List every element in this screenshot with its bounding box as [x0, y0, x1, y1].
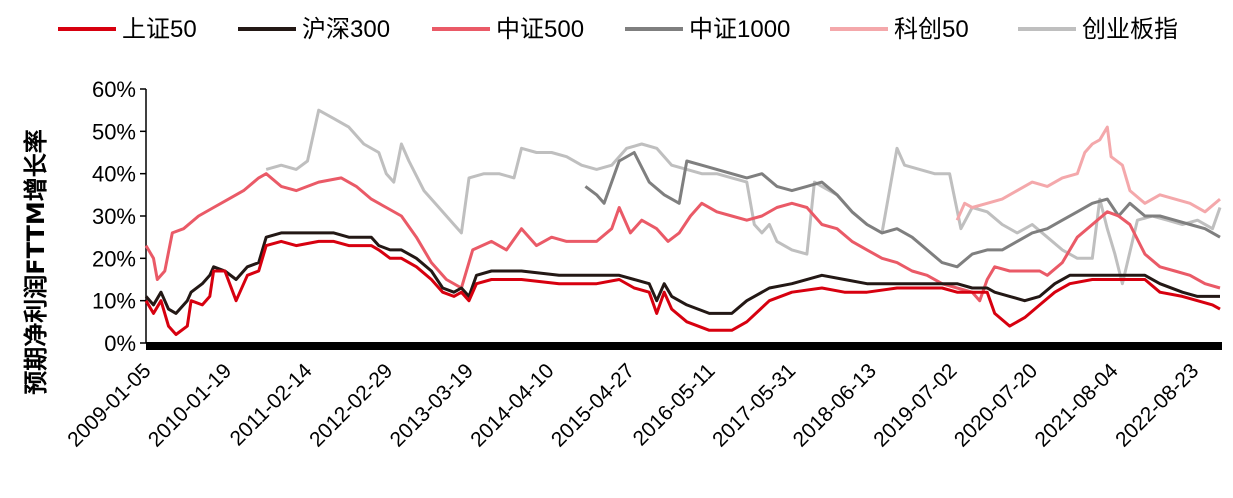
- x-tick-label: 2009-01-05: [63, 359, 155, 451]
- y-axis-label: 预期净利润FTTM增长率: [22, 129, 50, 395]
- x-tick-label: 2015-04-27: [547, 359, 639, 451]
- y-tick-label: 20%: [92, 246, 136, 271]
- series-line: [144, 172, 1221, 303]
- x-axis-line: [146, 342, 1222, 350]
- x-tick-label: 2014-04-10: [466, 359, 558, 451]
- legend-label: 沪深300: [302, 16, 390, 43]
- x-tick-label: 2019-07-02: [869, 359, 961, 451]
- y-axis: 0% 10% 20% 30% 40% 50% 60%: [92, 77, 147, 356]
- legend-label: 科创50: [894, 16, 969, 43]
- x-tick-label: 2022-08-23: [1111, 359, 1203, 451]
- x-tick-label: 2010-01-19: [144, 359, 236, 451]
- x-tick-label: 2021-08-04: [1031, 359, 1123, 451]
- legend-label: 创业板指: [1082, 16, 1178, 43]
- y-tick-label: 60%: [92, 77, 136, 102]
- x-axis: 2009-01-052010-01-192011-02-142012-02-29…: [63, 342, 1222, 451]
- y-tick-label: 50%: [92, 119, 136, 144]
- legend: 上证50 沪深300 中证500 中证1000 科创50 创业板指: [58, 16, 1178, 43]
- x-tick-label: 2018-06-13: [789, 359, 881, 451]
- series-line: [144, 231, 1220, 315]
- x-tick-label: 2012-02-29: [305, 359, 397, 451]
- series-line: [955, 125, 1221, 221]
- legend-label: 中证1000: [689, 16, 790, 43]
- x-tick-label: 2016-05-11: [629, 359, 720, 450]
- legend-label: 中证500: [496, 16, 584, 43]
- legend-label: 上证50: [122, 16, 197, 43]
- plot-area: [144, 108, 1222, 336]
- y-tick-label: 0%: [104, 331, 136, 356]
- series-line: [144, 239, 1221, 336]
- y-tick-label: 10%: [92, 289, 136, 314]
- x-tick-label: 2013-03-19: [386, 359, 478, 451]
- x-tick-label: 2020-07-20: [950, 359, 1042, 451]
- series-line: [265, 108, 1222, 286]
- x-tick-label: 2017-05-31: [708, 359, 800, 451]
- x-tick-label: 2011-02-14: [226, 359, 317, 450]
- y-tick-label: 40%: [92, 162, 136, 187]
- y-tick-label: 30%: [92, 204, 136, 229]
- series-line: [584, 151, 1221, 269]
